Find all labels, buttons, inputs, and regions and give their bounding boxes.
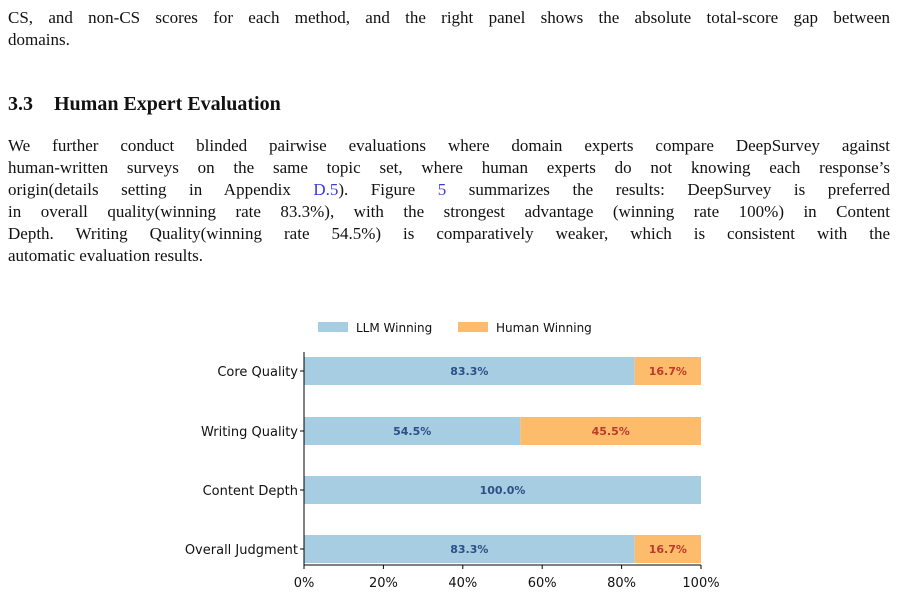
legend-swatch-1 [458, 322, 488, 332]
legend-label-1: Human Winning [496, 321, 592, 335]
y-tick-label-3: Overall Judgment [185, 543, 298, 558]
y-tick-label-1: Writing Quality [201, 425, 298, 440]
body-line-3-text-a: origin(details setting in Appendix [8, 180, 314, 199]
x-tick-label-5: 100% [682, 576, 719, 591]
y-tick-label-2: Content Depth [203, 484, 298, 499]
body-paragraph: We further conduct blinded pairwise eval… [8, 135, 890, 267]
bar-label-human-1: 45.5% [592, 425, 630, 438]
bar-label-llm-3: 83.3% [450, 543, 488, 556]
bar-llm-3 [304, 535, 635, 563]
appendix-link[interactable]: D.5 [313, 180, 339, 199]
intro-paragraph: CS, and non-CS scores for each method, a… [8, 7, 890, 51]
body-line-3: origin(details setting in Appendix D.5).… [8, 179, 890, 201]
intro-line-1: CS, and non-CS scores for each method, a… [8, 8, 890, 27]
legend-label-0: LLM Winning [356, 321, 432, 335]
bar-human-1 [520, 417, 701, 445]
figure-link[interactable]: 5 [437, 180, 447, 199]
body-line-6: automatic evaluation results. [8, 246, 203, 265]
x-tick-label-3: 60% [528, 576, 557, 591]
x-tick-label-4: 80% [607, 576, 636, 591]
x-tick-label-2: 40% [448, 576, 477, 591]
bar-label-llm-2: 100.0% [480, 484, 526, 497]
section-title: Human Expert Evaluation [54, 93, 281, 115]
bar-human-3 [634, 535, 701, 563]
x-tick-label-1: 20% [369, 576, 398, 591]
body-line-3-text-c: summarizes the results: DeepSurvey is pr… [446, 180, 891, 199]
body-line-5: Depth. Writing Quality(winning rate 54.5… [8, 224, 890, 243]
body-line-4: in overall quality(winning rate 83.3%), … [8, 202, 890, 221]
x-tick-label-0: 0% [294, 576, 315, 591]
body-line-3-text-b: ). Figure [338, 180, 438, 199]
body-line-2: human-written surveys on the same topic … [8, 158, 890, 177]
bar-label-human-3: 16.7% [649, 543, 687, 556]
bar-label-llm-1: 54.5% [393, 425, 431, 438]
intro-line-2: domains. [8, 30, 70, 49]
section-heading: 3.3 Human Expert Evaluation [8, 93, 281, 116]
bar-llm-1 [304, 417, 521, 445]
section-number: 3.3 [8, 93, 33, 115]
y-tick-label-0: Core Quality [217, 365, 298, 380]
bar-label-human-0: 16.7% [649, 365, 687, 378]
bar-human-0 [634, 357, 701, 385]
bar-llm-2 [304, 476, 701, 504]
legend-swatch-0 [318, 322, 348, 332]
body-line-1: We further conduct blinded pairwise eval… [8, 136, 890, 155]
bar-label-llm-0: 83.3% [450, 365, 488, 378]
bar-llm-0 [304, 357, 635, 385]
